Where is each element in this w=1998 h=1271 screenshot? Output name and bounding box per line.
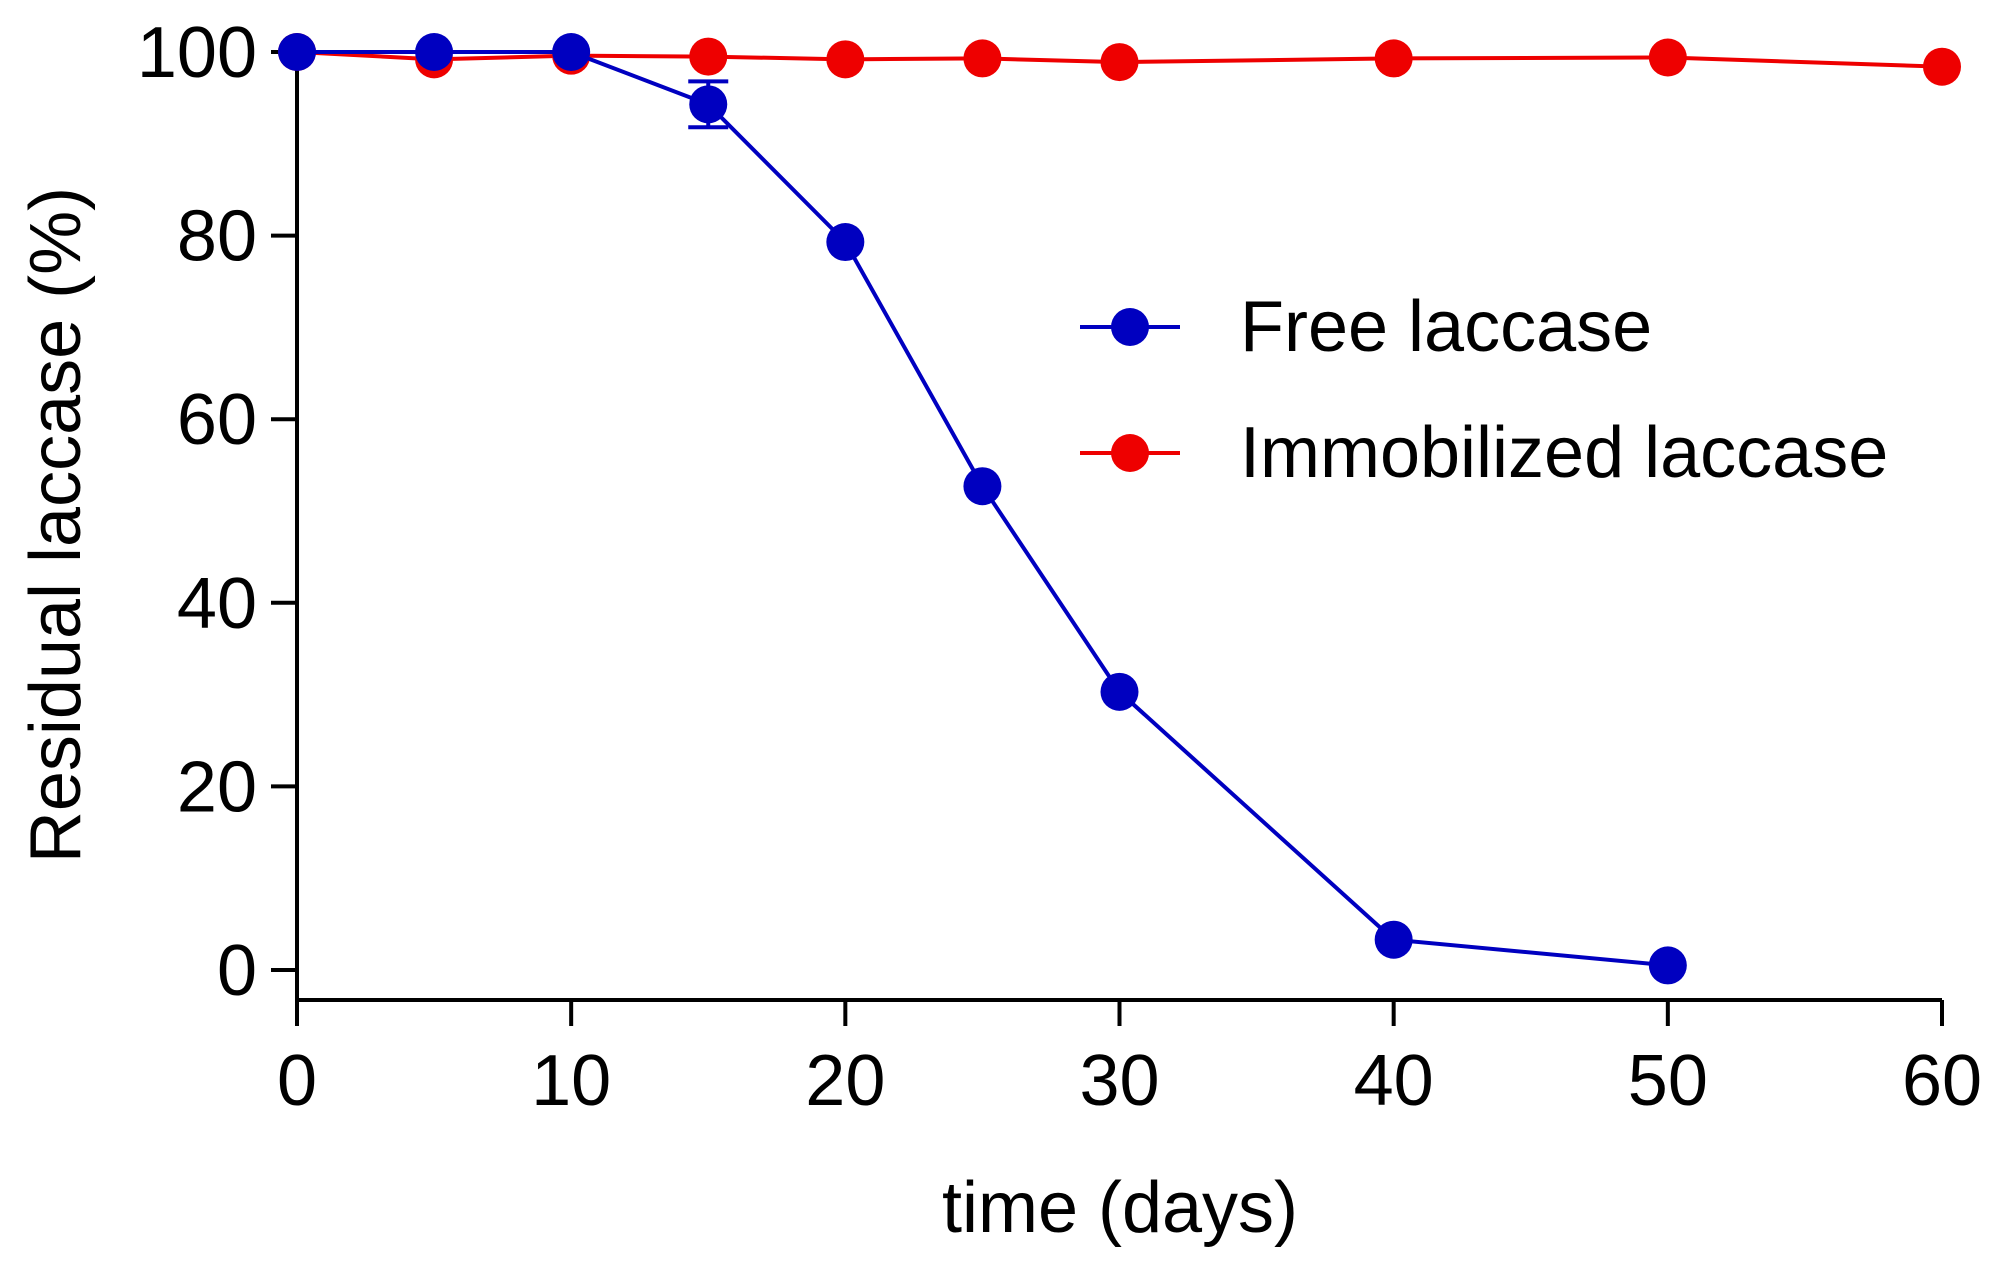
legend-marker-immobilized xyxy=(1111,434,1149,472)
x-tick-label: 50 xyxy=(1628,1041,1708,1121)
data-point-immobilized xyxy=(1923,47,1961,86)
data-point-free xyxy=(1100,672,1139,711)
legend-label-free: Free laccase xyxy=(1240,287,1652,367)
data-point-immobilized xyxy=(1648,38,1687,77)
legend: Free laccase Immobilized laccase xyxy=(1080,287,1888,493)
x-tick-label: 40 xyxy=(1354,1041,1434,1121)
data-point-free xyxy=(963,467,1002,506)
data-point-free xyxy=(1648,946,1687,985)
data-point-free xyxy=(278,33,316,71)
data-point-immobilized xyxy=(689,37,728,76)
legend-item-immobilized: Immobilized laccase xyxy=(1080,413,1888,493)
y-tick-label: 60 xyxy=(177,380,257,460)
x-tick-label: 60 xyxy=(1902,1041,1982,1121)
x-tick-label: 20 xyxy=(805,1041,885,1121)
x-tick-label: 0 xyxy=(277,1041,317,1121)
data-point-immobilized xyxy=(826,40,865,79)
data-point-immobilized xyxy=(1374,39,1413,78)
y-tick-label: 40 xyxy=(177,564,257,644)
data-point-free xyxy=(1374,920,1413,959)
data-point-immobilized xyxy=(963,39,1002,78)
series-layer xyxy=(278,33,1961,985)
x-tick-label: 30 xyxy=(1079,1041,1159,1121)
y-tick-label: 20 xyxy=(177,747,257,827)
data-point-free xyxy=(415,33,454,71)
x-ticks: 0 10 20 30 40 50 60 xyxy=(277,1000,1982,1121)
y-ticks: 0 20 40 60 80 100 xyxy=(137,13,297,1011)
y-tick-label: 80 xyxy=(177,197,257,277)
data-point-immobilized xyxy=(1100,43,1139,82)
y-tick-label: 0 xyxy=(217,931,257,1011)
series-free xyxy=(278,33,1687,985)
y-axis-label: Residual laccase (%) xyxy=(16,187,96,863)
series-line-immobilized xyxy=(296,50,1943,69)
data-point-free xyxy=(689,85,728,124)
y-tick-label: 100 xyxy=(137,13,257,93)
legend-label-immobilized: Immobilized laccase xyxy=(1240,413,1888,493)
data-point-free xyxy=(552,33,591,71)
data-point-free xyxy=(826,223,865,262)
legend-item-free: Free laccase xyxy=(1080,287,1652,367)
legend-marker-free xyxy=(1111,308,1149,346)
x-axis-label: time (days) xyxy=(942,1168,1298,1248)
x-tick-label: 10 xyxy=(531,1041,611,1121)
